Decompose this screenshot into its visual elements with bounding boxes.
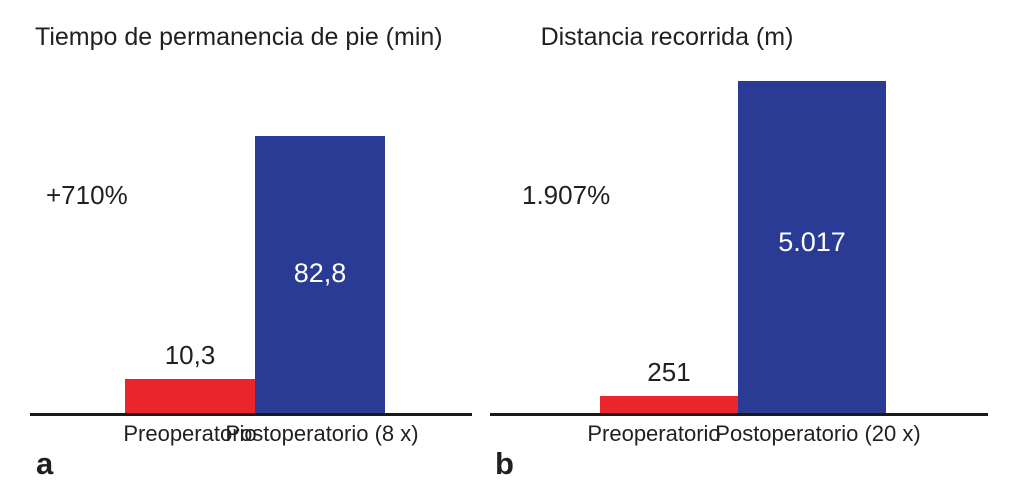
percent-annotation-b: 1.907% (522, 180, 611, 210)
chart-panel-a: Tiempo de permanencia de pie (min) +710%… (0, 0, 485, 500)
chart-title-b: Distancia recorrida (m) (540, 23, 794, 51)
chart-panel-b: Distancia recorrida (m) 1.907% 251 5.017… (485, 0, 1020, 500)
panel-letter-a: a (36, 446, 54, 481)
bar-value-label-preop: 10,3 (164, 340, 216, 370)
x-axis-label-preoperatorio: Preoperatorio (123, 421, 257, 446)
chart-title-a: Tiempo de permanencia de pie (min) (35, 23, 443, 51)
plot-area-b: 1.907% 251 5.017 (490, 72, 988, 416)
x-axis-label-postoperatorio: Postoperatorio (8 x) (225, 421, 419, 446)
bar-postoperatorio: 82,8 (255, 136, 385, 413)
bar-postoperatorio: 5.017 (738, 81, 886, 413)
plot-area-a: +710% 10,3 82,8 (30, 72, 472, 416)
bar-preoperatorio (125, 379, 255, 413)
x-axis-label-postoperatorio: Postoperatorio (20 x) (715, 421, 921, 446)
panel-letter-b: b (495, 446, 514, 481)
bar-preoperatorio (600, 396, 738, 413)
bar-value-label-preop: 251 (647, 357, 691, 387)
percent-annotation-a: +710% (46, 180, 128, 210)
x-axis-label-preoperatorio: Preoperatorio (587, 421, 721, 446)
bar-value-label-postop: 5.017 (778, 227, 846, 258)
bar-value-label-postop: 82,8 (293, 257, 347, 288)
